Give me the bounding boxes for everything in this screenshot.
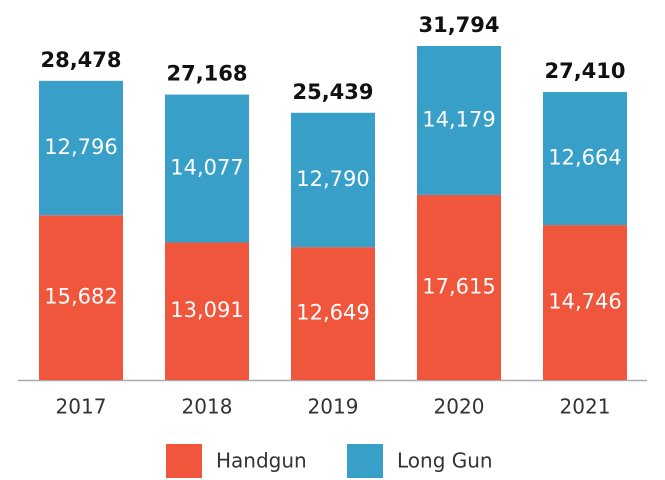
value-label: 13,091	[170, 298, 243, 322]
bar-segment	[165, 94, 249, 243]
bar-segment	[291, 112, 375, 248]
bar-segment	[39, 215, 123, 380]
value-label: 15,682	[44, 285, 117, 309]
x-tick-label: 2021	[560, 395, 611, 419]
value-label: 12,796	[44, 135, 117, 159]
bar-segment	[291, 247, 375, 380]
value-label: 14,077	[170, 156, 243, 180]
legend-label: Long Gun	[397, 449, 493, 473]
bar-segment	[543, 225, 627, 380]
x-tick-label: 2018	[182, 395, 233, 419]
legend-label: Handgun	[216, 449, 307, 473]
total-label: 25,439	[292, 80, 373, 104]
legend-swatch	[347, 444, 383, 478]
bar-segment	[417, 194, 501, 380]
total-label: 27,410	[544, 59, 625, 83]
x-tick-label: 2017	[56, 395, 107, 419]
value-label: 14,746	[548, 290, 621, 314]
bar-segment	[165, 242, 249, 380]
bar-segment	[543, 92, 627, 226]
x-tick-label: 2020	[434, 395, 485, 419]
bar-segment	[39, 80, 123, 216]
bar-segment	[417, 46, 501, 195]
value-label: 12,790	[296, 167, 369, 191]
legend-swatch	[166, 444, 202, 478]
total-label: 27,168	[166, 62, 247, 86]
x-tick-label: 2019	[308, 395, 359, 419]
total-label: 31,794	[418, 13, 499, 37]
value-label: 17,615	[422, 274, 495, 298]
value-label: 12,649	[296, 301, 369, 325]
value-label: 14,179	[422, 107, 495, 131]
value-label: 12,664	[548, 146, 621, 170]
total-label: 28,478	[40, 48, 121, 72]
